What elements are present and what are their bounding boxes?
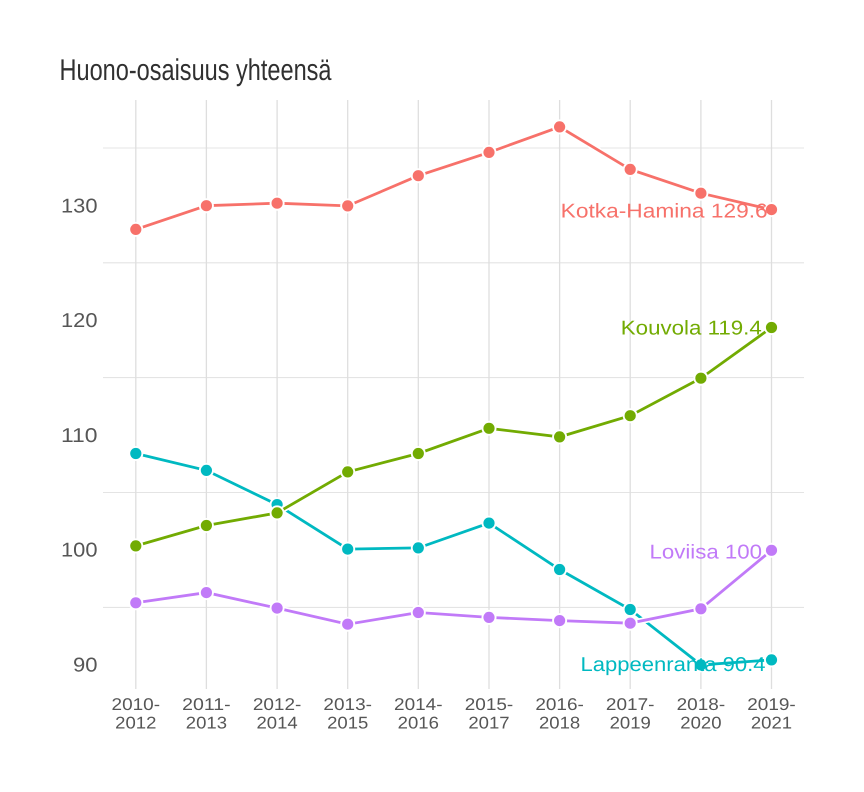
svg-text:2015: 2015 — [327, 713, 368, 732]
svg-text:100: 100 — [61, 540, 98, 562]
svg-text:2019: 2019 — [610, 713, 651, 732]
svg-text:Huono-osaisuus yhteensä: Huono-osaisuus yhteensä — [60, 54, 332, 87]
svg-text:2013: 2013 — [186, 713, 227, 732]
svg-text:110: 110 — [61, 425, 98, 447]
svg-text:2012: 2012 — [115, 713, 156, 732]
svg-text:Loviisa 100: Loviisa 100 — [650, 542, 763, 564]
svg-text:2018-: 2018- — [677, 695, 726, 714]
svg-text:120: 120 — [61, 310, 98, 332]
svg-text:2018: 2018 — [539, 713, 580, 732]
svg-text:2016: 2016 — [398, 713, 439, 732]
svg-text:2019-: 2019- — [747, 695, 796, 714]
svg-text:2017: 2017 — [468, 713, 509, 732]
svg-text:2017-: 2017- — [606, 695, 655, 714]
svg-text:Kotka-Hamina 129.6: Kotka-Hamina 129.6 — [561, 200, 768, 222]
svg-text:2021: 2021 — [751, 713, 792, 732]
svg-text:2012-: 2012- — [253, 695, 302, 714]
svg-text:Kouvola 119.4: Kouvola 119.4 — [621, 318, 762, 340]
svg-text:90: 90 — [73, 654, 98, 676]
svg-text:2020: 2020 — [680, 713, 721, 732]
svg-text:2013-: 2013- — [323, 695, 372, 714]
svg-text:2015-: 2015- — [465, 695, 514, 714]
svg-text:2016-: 2016- — [535, 695, 584, 714]
svg-text:130: 130 — [61, 195, 98, 217]
svg-text:2010-: 2010- — [112, 695, 161, 714]
svg-text:2014: 2014 — [257, 713, 298, 732]
svg-text:Lappeenranta 90.4: Lappeenranta 90.4 — [581, 654, 766, 676]
svg-text:2011-: 2011- — [182, 695, 231, 714]
svg-text:2014-: 2014- — [394, 695, 443, 714]
